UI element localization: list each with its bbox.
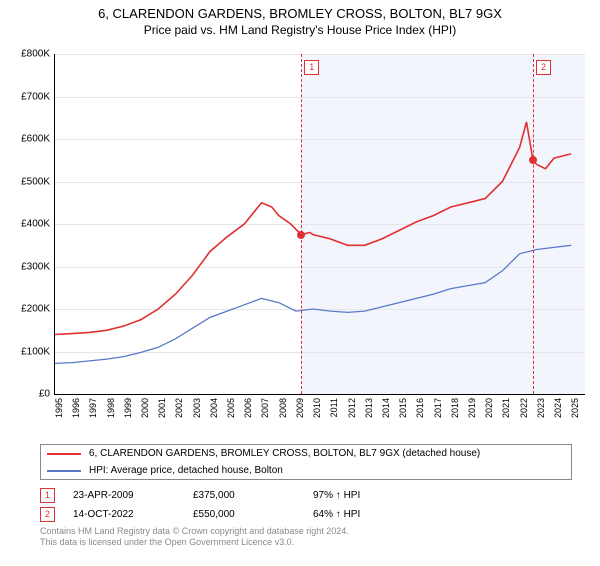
chart-title: 6, CLARENDON GARDENS, BROMLEY CROSS, BOL… [0, 6, 600, 21]
sales-table: 1 23-APR-2009£375,00097% ↑ HPI 2 14-OCT-202… [40, 484, 570, 522]
sale-marker-box: 2 [536, 60, 551, 75]
x-tick-label: 2023 [536, 398, 546, 418]
line-canvas [55, 54, 585, 394]
sale-marker-dot [529, 156, 537, 164]
x-tick-label: 1997 [88, 398, 98, 418]
footer-attribution: Contains HM Land Registry data © Crown c… [40, 526, 349, 549]
x-tick-label: 2014 [381, 398, 391, 418]
x-tick-label: 2011 [329, 398, 339, 417]
legend: 6, CLARENDON GARDENS, BROMLEY CROSS, BOL… [40, 444, 572, 480]
legend-row: 6, CLARENDON GARDENS, BROMLEY CROSS, BOL… [41, 445, 571, 462]
sale-row: 2 14-OCT-2022£550,00064% ↑ HPI [40, 507, 570, 522]
x-tick-label: 2008 [278, 398, 288, 418]
x-tick-label: 2019 [467, 398, 477, 418]
legend-row: HPI: Average price, detached house, Bolt… [41, 462, 571, 479]
sale-marker-dot [297, 231, 305, 239]
x-tick-label: 2005 [226, 398, 236, 418]
sale-row: 1 23-APR-2009£375,00097% ↑ HPI [40, 488, 570, 503]
x-tick-label: 2010 [312, 398, 322, 418]
plot-region: 12 [54, 54, 585, 395]
x-tick-label: 2025 [570, 398, 580, 418]
y-tick-label: £300K [21, 261, 50, 272]
sale-date: 23-APR-2009 [73, 490, 193, 501]
x-tick-label: 1995 [54, 398, 64, 418]
x-tick-label: 2015 [398, 398, 408, 418]
y-tick-label: £400K [21, 219, 50, 230]
footer-line: Contains HM Land Registry data © Crown c… [40, 526, 349, 537]
y-tick-label: £600K [21, 134, 50, 145]
sale-price: £375,000 [193, 490, 313, 501]
x-tick-label: 2024 [553, 398, 563, 418]
x-tick-label: 2000 [140, 398, 150, 418]
footer-line: This data is licensed under the Open Gov… [40, 537, 349, 548]
x-tick-label: 1999 [123, 398, 133, 418]
legend-swatch [47, 470, 81, 472]
x-tick-label: 2013 [364, 398, 374, 418]
x-tick-label: 2006 [243, 398, 253, 418]
x-tick-label: 1998 [106, 398, 116, 418]
x-tick-label: 2016 [415, 398, 425, 418]
chart-subtitle: Price paid vs. HM Land Registry's House … [0, 23, 600, 37]
y-tick-label: £100K [21, 346, 50, 357]
legend-label: HPI: Average price, detached house, Bolt… [89, 465, 283, 476]
sale-pct: 64% ↑ HPI [313, 509, 433, 520]
y-tick-label: £800K [21, 49, 50, 60]
sale-marker-box: 1 [304, 60, 319, 75]
x-tick-label: 2003 [192, 398, 202, 418]
sale-date: 14-OCT-2022 [73, 509, 193, 520]
sale-marker-line [533, 54, 534, 394]
x-tick-label: 2018 [450, 398, 460, 418]
x-tick-label: 2012 [347, 398, 357, 418]
y-tick-label: £500K [21, 176, 50, 187]
x-tick-label: 2020 [484, 398, 494, 418]
y-tick-label: £0 [39, 389, 50, 400]
series-subject [55, 122, 571, 335]
y-tick-label: £200K [21, 304, 50, 315]
chart-area: 12 £0£100K£200K£300K£400K£500K£600K£700K… [54, 54, 584, 406]
legend-label: 6, CLARENDON GARDENS, BROMLEY CROSS, BOL… [89, 448, 480, 459]
x-tick-label: 1996 [71, 398, 81, 418]
x-tick-label: 2007 [260, 398, 270, 418]
sale-index-box: 2 [40, 507, 55, 522]
x-tick-label: 2017 [433, 398, 443, 418]
sale-marker-line [301, 54, 302, 394]
x-tick-label: 2001 [157, 398, 167, 418]
y-tick-label: £700K [21, 91, 50, 102]
legend-swatch [47, 453, 81, 455]
x-tick-label: 2022 [519, 398, 529, 418]
x-tick-label: 2009 [295, 398, 305, 418]
sale-price: £550,000 [193, 509, 313, 520]
sale-pct: 97% ↑ HPI [313, 490, 433, 501]
x-tick-label: 2021 [501, 398, 511, 418]
sale-index-box: 1 [40, 488, 55, 503]
series-hpi [55, 245, 571, 363]
x-tick-label: 2004 [209, 398, 219, 418]
x-tick-label: 2002 [174, 398, 184, 418]
